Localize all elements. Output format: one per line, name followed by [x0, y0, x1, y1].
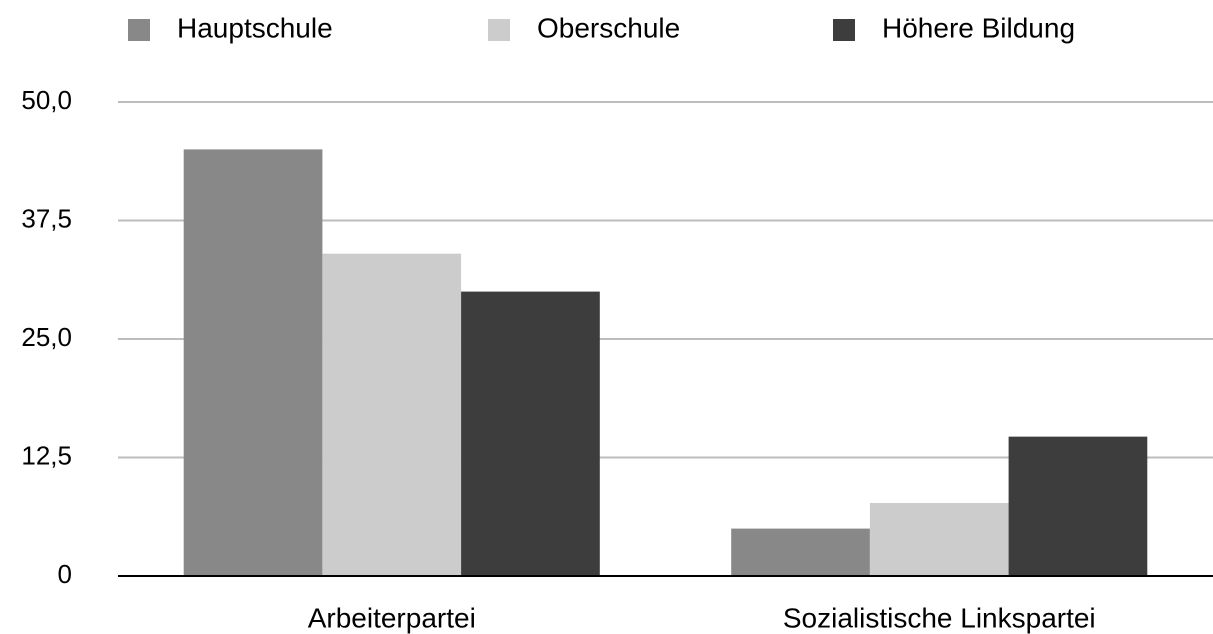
y-tick-label: 50,0: [21, 85, 72, 115]
y-tick-label: 25,0: [21, 322, 72, 352]
bar: [869, 503, 1009, 576]
x-tick-label: Arbeiterpartei: [308, 602, 476, 633]
bar: [1008, 436, 1148, 576]
y-tick-label: 0: [58, 559, 72, 589]
legend-swatch: [128, 19, 150, 41]
legend-swatch: [488, 19, 510, 41]
legend-label: Oberschule: [537, 12, 680, 43]
x-tick-label: Sozialistische Linkspartei: [783, 602, 1096, 633]
bar: [461, 291, 600, 576]
legend-swatch: [833, 19, 855, 41]
legend-label: Hauptschule: [177, 12, 333, 43]
y-tick-label: 12,5: [21, 440, 72, 470]
bar: [322, 253, 462, 576]
bar: [731, 528, 870, 576]
legend-label: Höhere Bildung: [882, 12, 1075, 43]
y-tick-label: 37,5: [21, 203, 72, 233]
bar: [183, 149, 323, 576]
